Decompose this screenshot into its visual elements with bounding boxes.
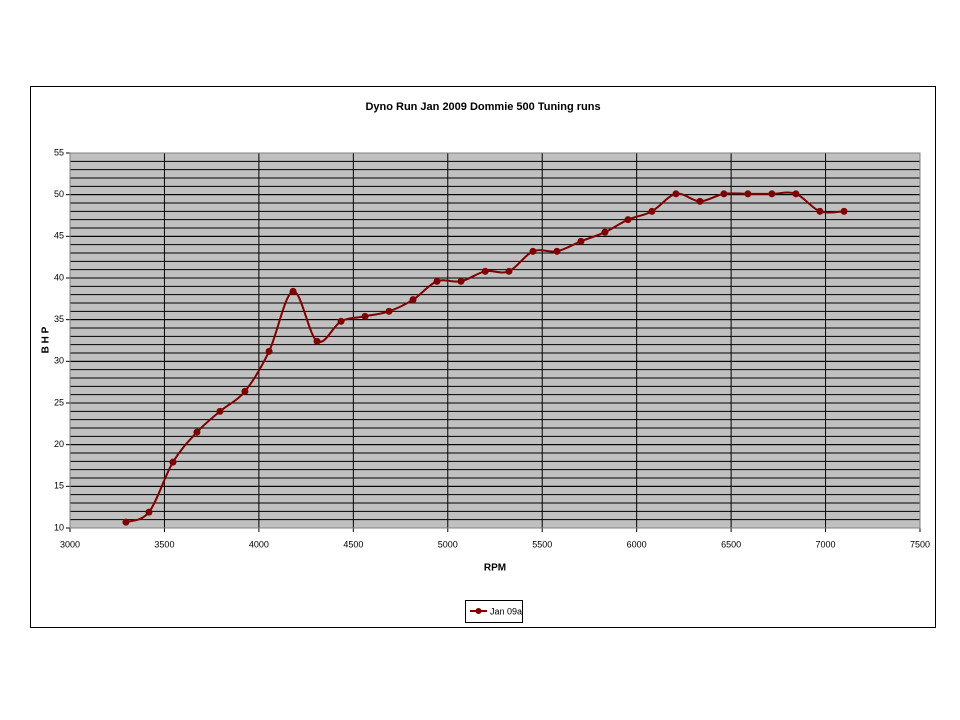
- legend-marker: [475, 608, 482, 614]
- point: [433, 277, 441, 285]
- y-axis-title: B H P: [41, 326, 52, 353]
- x-tick-label: 5500: [532, 539, 552, 549]
- point: [122, 518, 130, 526]
- plot-area: [70, 153, 920, 528]
- x-tick-label: 3500: [154, 539, 174, 549]
- point: [216, 407, 224, 415]
- point: [241, 387, 249, 395]
- x-tick-label: 4000: [249, 539, 269, 549]
- point: [505, 267, 513, 275]
- point: [169, 458, 177, 466]
- point: [577, 237, 585, 245]
- point: [481, 267, 489, 275]
- x-tick-label: 6000: [627, 539, 647, 549]
- point: [193, 428, 201, 436]
- legend-label: Jan 09a: [490, 606, 522, 616]
- point: [840, 207, 848, 215]
- x-tick-label: 7000: [816, 539, 836, 549]
- y-tick-label: 20: [54, 439, 64, 449]
- point: [265, 347, 273, 355]
- point: [145, 508, 153, 516]
- point: [409, 296, 417, 304]
- point: [720, 190, 728, 198]
- point: [289, 287, 297, 295]
- x-tick-label: 6500: [721, 539, 741, 549]
- x-tick-label: 5000: [438, 539, 458, 549]
- x-tick-label: 4500: [343, 539, 363, 549]
- chart-title: Dyno Run Jan 2009 Dommie 500 Tuning runs: [365, 101, 600, 113]
- point: [601, 228, 609, 236]
- point: [696, 197, 704, 205]
- point: [553, 247, 561, 255]
- y-tick-label: 10: [54, 522, 64, 532]
- y-tick-label: 50: [54, 189, 64, 199]
- x-axis-title: RPM: [484, 563, 506, 574]
- point: [648, 207, 656, 215]
- x-tick-label: 7500: [910, 539, 930, 549]
- y-tick-label: 40: [54, 272, 64, 282]
- y-tick-label: 35: [54, 314, 64, 324]
- point: [457, 277, 465, 285]
- point: [337, 317, 345, 325]
- point: [792, 190, 800, 198]
- plot-border: [69, 152, 921, 529]
- point: [529, 247, 537, 255]
- y-tick-label: 30: [54, 356, 64, 366]
- y-tick-label: 45: [54, 231, 64, 241]
- y-tick-label: 15: [54, 481, 64, 491]
- point: [624, 216, 632, 224]
- point: [816, 207, 824, 215]
- x-tick-label: 3000: [60, 539, 80, 549]
- point: [313, 337, 321, 345]
- point: [385, 307, 393, 315]
- legend: [465, 600, 523, 623]
- point: [361, 312, 369, 320]
- y-tick-label: 25: [54, 397, 64, 407]
- point: [768, 190, 776, 198]
- point: [744, 190, 752, 198]
- y-tick-label: 55: [54, 147, 64, 157]
- point: [672, 190, 680, 198]
